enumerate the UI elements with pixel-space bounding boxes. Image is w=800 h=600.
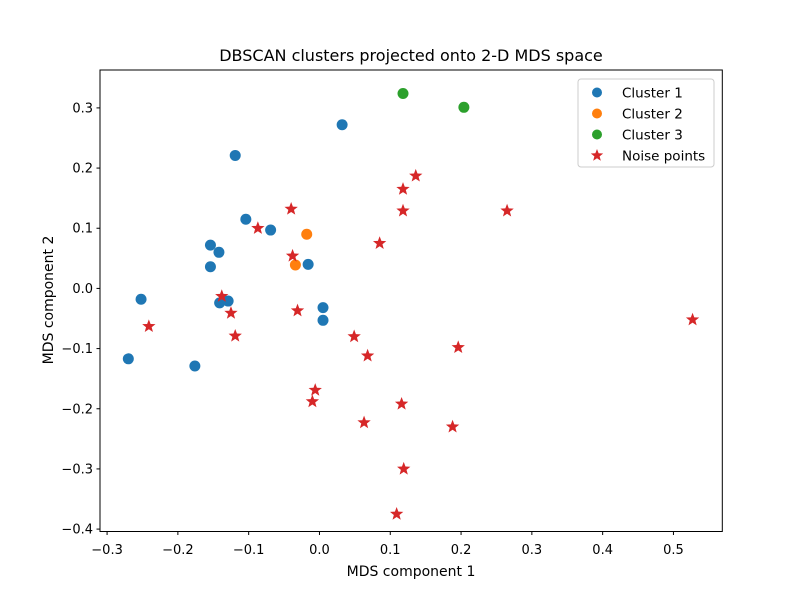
y-tick-label: −0.4 — [61, 523, 93, 538]
legend-item: Cluster 3 — [592, 127, 683, 143]
legend-label: Noise points — [622, 148, 705, 164]
x-tick-label: −0.3 — [91, 543, 123, 558]
series-cluster-3 — [397, 87, 470, 113]
x-tick-label: 0.2 — [451, 543, 472, 558]
data-point — [394, 396, 409, 410]
data-point — [284, 201, 298, 215]
y-tick-label: −0.3 — [61, 462, 93, 477]
data-point — [372, 236, 387, 249]
x-tick-label: 0.5 — [663, 543, 684, 558]
y-tick-label: 0.3 — [72, 101, 93, 116]
data-point — [397, 461, 411, 475]
data-point — [396, 203, 410, 217]
data-point — [451, 340, 465, 354]
data-point — [458, 101, 470, 113]
x-tick-label: 0.1 — [380, 543, 401, 558]
data-point — [308, 383, 322, 396]
data-point — [397, 87, 409, 99]
x-axis-label: MDS component 1 — [346, 564, 476, 580]
data-point — [289, 259, 301, 271]
data-point — [228, 328, 242, 342]
x-tick-label: 0.4 — [592, 543, 613, 558]
data-point — [251, 221, 265, 234]
data-point — [265, 224, 277, 236]
x-tick-label: 0.3 — [522, 543, 543, 558]
data-point — [396, 182, 410, 195]
data-point — [240, 213, 252, 225]
data-point — [285, 248, 300, 262]
plot-frame — [99, 69, 723, 532]
data-point — [685, 312, 700, 326]
data-point — [500, 203, 514, 217]
legend-label: Cluster 2 — [622, 106, 683, 122]
data-point — [229, 149, 241, 161]
data-point — [135, 293, 147, 305]
legend-box — [577, 78, 715, 168]
data-point — [222, 295, 234, 307]
x-tick-label: 0.0 — [309, 543, 330, 558]
data-point — [213, 246, 225, 258]
data-point — [214, 297, 226, 309]
data-point — [204, 261, 216, 273]
x-tick-label: −0.1 — [233, 543, 265, 558]
series-cluster-2 — [289, 228, 313, 271]
data-point — [122, 353, 134, 365]
data-point — [189, 360, 201, 372]
legend-marker-circle — [592, 108, 602, 119]
data-point — [360, 348, 375, 362]
data-point — [305, 394, 320, 408]
chart-title: DBSCAN clusters projected onto 2-D MDS s… — [219, 46, 603, 65]
data-point — [357, 415, 371, 429]
legend-marker-star — [590, 149, 604, 161]
legend: Cluster 1 Cluster 2 Cluster 3 Noise points — [577, 78, 715, 168]
data-point — [215, 289, 229, 302]
data-point — [445, 419, 460, 433]
legend-marker-circle — [592, 129, 602, 140]
data-point — [301, 228, 313, 240]
data-point — [347, 329, 361, 343]
data-point — [389, 507, 404, 520]
legend-item: Noise points — [590, 148, 705, 164]
data-point — [142, 319, 156, 332]
y-tick-label: 0.0 — [72, 282, 93, 297]
y-tick-label: 0.2 — [72, 162, 93, 177]
series-cluster-1 — [122, 119, 348, 372]
data-point — [336, 119, 348, 131]
legend-label: Cluster 1 — [622, 85, 683, 101]
y-tick-label: −0.1 — [61, 342, 93, 357]
data-point — [317, 302, 329, 314]
data-point — [224, 306, 238, 319]
data-point — [317, 314, 329, 326]
data-point — [302, 258, 314, 270]
y-tick-label: −0.2 — [61, 402, 93, 417]
data-point — [204, 239, 216, 251]
y-tick-label: 0.1 — [72, 222, 93, 237]
legend-marker-circle — [592, 87, 602, 98]
series-noise-points — [142, 168, 700, 520]
data-point — [409, 168, 423, 182]
legend-item: Cluster 2 — [592, 106, 683, 122]
legend-item: Cluster 1 — [592, 85, 683, 101]
data-point — [290, 303, 305, 317]
x-tick-label: −0.2 — [162, 543, 194, 558]
legend-label: Cluster 3 — [622, 127, 683, 143]
y-axis-label: MDS component 2 — [41, 235, 57, 365]
